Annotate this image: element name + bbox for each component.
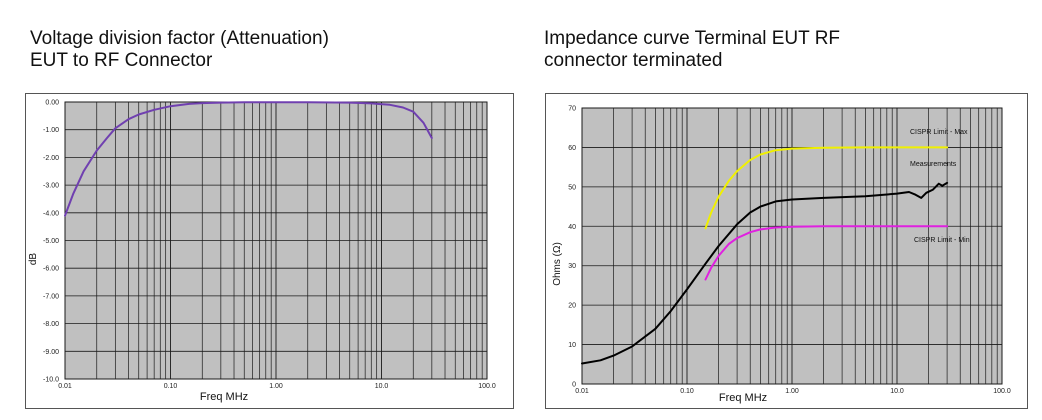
impedance-y-tick-label: 60 bbox=[568, 145, 576, 152]
attenuation-panel: Voltage division factor (Attenuation) EU… bbox=[25, 28, 514, 409]
attenuation-y-tick-label: -1.00 bbox=[43, 127, 59, 134]
attenuation-x-tick-label: 100.0 bbox=[478, 383, 496, 390]
attenuation-x-axis-title: Freq MHz bbox=[200, 391, 248, 403]
impedance-cispr-limit-max-label: CISPR Limit - Max bbox=[910, 129, 968, 136]
impedance-y-tick-label: 50 bbox=[568, 184, 576, 191]
impedance-cispr-limit-min-line bbox=[704, 225, 949, 281]
attenuation-x-tick-label: 10.0 bbox=[375, 383, 389, 390]
impedance-chart-frame: 0 10 20 30 40 50 60 70 0.01 0.10 1.00 10.0 100.0 Freq… bbox=[545, 93, 1028, 409]
attenuation-chart-frame: 0.00 -1.00 -2.00 -3.00 -4.00 -5.00 -6.00 -7.00 -… bbox=[25, 93, 514, 409]
attenuation-y-tick-label: -7.00 bbox=[43, 293, 59, 300]
attenuation-chart: 0.00 -1.00 -2.00 -3.00 -4.00 -5.00 -6.00 -7.00 -… bbox=[28, 100, 496, 404]
impedance-measurements-label: Measurements bbox=[910, 161, 957, 168]
impedance-cispr-limit-min-label: CISPR Limit - Min bbox=[914, 237, 970, 244]
attenuation-y-tick-label: -8.00 bbox=[43, 321, 59, 328]
attenuation-x-tick-label: 0.10 bbox=[164, 383, 178, 390]
impedance-x-tick-label: 1.00 bbox=[785, 388, 799, 395]
impedance-x-tick-label: 10.0 bbox=[890, 388, 904, 395]
attenuation-y-tick-label: -3.00 bbox=[43, 183, 59, 190]
impedance-y-axis-title: Ohms (Ω) bbox=[552, 242, 563, 286]
attenuation-y-tick-label: -5.00 bbox=[43, 238, 59, 245]
impedance-cispr-limit-max-line bbox=[704, 146, 949, 230]
impedance-title-line-2: connector terminated bbox=[544, 50, 723, 71]
impedance-x-tick-label: 0.10 bbox=[680, 388, 694, 395]
impedance-measurements-line bbox=[581, 181, 949, 365]
impedance-x-tick-label: 100.0 bbox=[993, 388, 1011, 395]
impedance-title-line-1: Impedance curve Terminal EUT RF bbox=[544, 28, 841, 49]
impedance-chart-title: Impedance curve Terminal EUT RF connecto… bbox=[544, 28, 840, 72]
impedance-y-tick-label: 10 bbox=[568, 342, 576, 349]
attenuation-title-line-1: Voltage division factor (Attenuation) bbox=[30, 28, 329, 49]
attenuation-chart-title: Voltage division factor (Attenuation) EU… bbox=[30, 28, 329, 72]
attenuation-y-tick-label: -2.00 bbox=[43, 155, 59, 162]
impedance-plot-border bbox=[581, 107, 1003, 385]
impedance-y-tick-label: 70 bbox=[568, 106, 576, 113]
attenuation-title-line-2: EUT to RF Connector bbox=[30, 50, 213, 71]
impedance-panel: Impedance curve Terminal EUT RF connecto… bbox=[521, 0, 1042, 420]
impedance-x-tick-label: 0.01 bbox=[575, 388, 589, 395]
impedance-y-tick-label: 20 bbox=[568, 303, 576, 310]
impedance-y-tick-label: 30 bbox=[568, 263, 576, 270]
attenuation-x-tick-label: 1.00 bbox=[269, 383, 283, 390]
attenuation-y-tick-label: -10.0 bbox=[43, 377, 59, 384]
impedance-chart: 0 10 20 30 40 50 60 70 0.01 0.10 1.00 10.0 100.0 Freq… bbox=[552, 106, 1011, 405]
impedance-y-tick-label: 40 bbox=[568, 224, 576, 231]
impedance-x-axis-title: Freq MHz bbox=[719, 392, 767, 404]
impedance-y-tick-label: 0 bbox=[572, 382, 576, 389]
attenuation-x-tick-label: 0.01 bbox=[58, 383, 72, 390]
attenuation-y-tick-label: -6.00 bbox=[43, 266, 59, 273]
attenuation-y-axis-title: dB bbox=[28, 253, 39, 266]
attenuation-series-0-line bbox=[64, 101, 433, 217]
attenuation-y-tick-label: -9.00 bbox=[43, 349, 59, 356]
attenuation-y-tick-label: 0.00 bbox=[45, 100, 59, 107]
attenuation-y-tick-label: -4.00 bbox=[43, 210, 59, 217]
